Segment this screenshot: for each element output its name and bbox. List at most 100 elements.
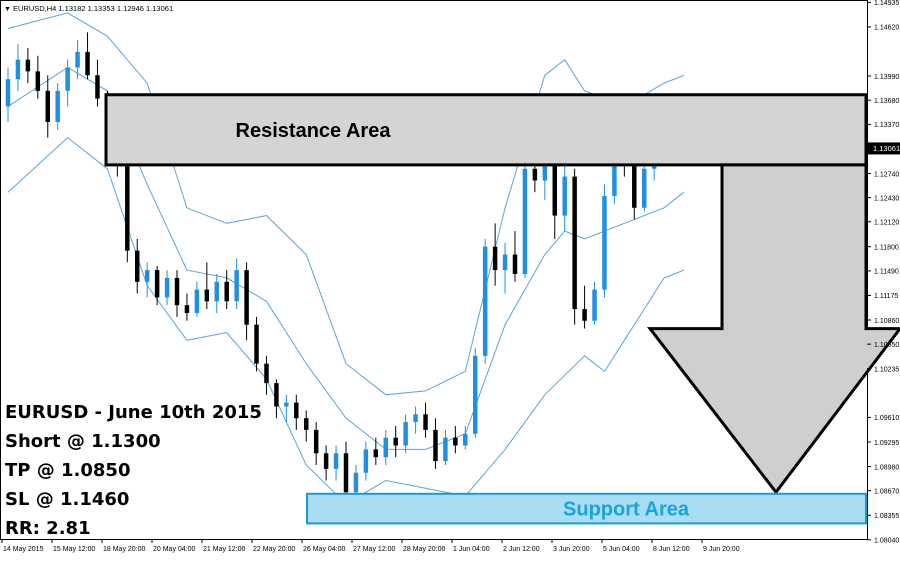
y-tick-label: 1.08670 xyxy=(874,488,899,495)
candle-body xyxy=(552,137,558,216)
candle-body xyxy=(154,270,160,298)
x-tick-label: 28 May 20:00 xyxy=(403,546,446,553)
candle-body xyxy=(443,437,448,462)
candle-body xyxy=(532,168,538,181)
y-tick-label: 1.11175 xyxy=(874,293,898,300)
candle-body xyxy=(55,90,60,123)
x-tick-label: 8 Jun 12:00 xyxy=(653,546,690,553)
y-tick-label: 1.08040 xyxy=(874,538,899,545)
trade-info-rr: RR: 2.81 xyxy=(5,518,91,539)
trade-info-title: EURUSD - June 10th 2015 xyxy=(5,402,262,423)
y-tick-label: 1.11490 xyxy=(874,269,899,276)
y-tick-label: 1.10235 xyxy=(874,367,899,374)
candle-body xyxy=(15,59,21,80)
candle-body xyxy=(492,246,498,271)
y-tick-label: 1.10550 xyxy=(874,342,899,349)
resistance-area-box xyxy=(104,93,868,167)
x-tick-label: 21 May 12:00 xyxy=(203,546,246,553)
candle-body xyxy=(134,250,140,282)
candle-body xyxy=(403,422,408,446)
candle-body xyxy=(582,309,587,321)
y-tick-label: 1.12430 xyxy=(874,195,899,202)
x-tick-label: 27 May 12:00 xyxy=(353,546,396,553)
support-area-label: Support Area xyxy=(563,499,690,521)
candle-body xyxy=(363,449,369,473)
down-arrow-icon xyxy=(646,163,900,495)
y-tick-label: 1.13370 xyxy=(874,122,899,129)
candle-body xyxy=(353,472,359,493)
candle-body xyxy=(144,270,150,282)
candle-body xyxy=(433,429,438,462)
y-tick-label: 1.13680 xyxy=(874,98,899,105)
candle-body xyxy=(343,453,349,493)
candle-body xyxy=(174,277,180,306)
candle-body xyxy=(244,270,249,325)
candle-body xyxy=(453,437,458,446)
x-tick-label: 5 Jun 04:00 xyxy=(603,546,640,553)
candle-body xyxy=(502,254,508,271)
resistance-area-label: Resistance Area xyxy=(236,120,392,142)
current-price-label: 1.13061 xyxy=(873,144,900,153)
candle-body xyxy=(264,363,269,384)
candle-body xyxy=(65,67,70,91)
price-axis: 1.14935 1.14620 1.13990 1.13680 1.13370 1.130… xyxy=(867,0,899,545)
candle-body xyxy=(75,51,80,68)
time-axis: 14 May 2015 15 May 12:00 18 May 20:00 20 Ma… xyxy=(1,539,740,553)
y-tick-label: 1.08355 xyxy=(874,513,899,520)
candle-body xyxy=(472,355,478,434)
trade-info-entry: Short @ 1.1300 xyxy=(5,431,161,452)
candle-body xyxy=(423,414,428,430)
x-tick-label: 15 May 12:00 xyxy=(53,546,96,553)
y-tick-label: 1.13990 xyxy=(874,74,899,81)
x-tick-label: 9 Jun 20:00 xyxy=(703,546,740,553)
y-tick-label: 1.12120 xyxy=(874,220,899,227)
x-tick-label: 18 May 20:00 xyxy=(103,546,146,553)
candle-body xyxy=(234,270,239,302)
candle-body xyxy=(214,281,220,302)
candle-body xyxy=(323,453,329,469)
candle-body xyxy=(35,71,41,91)
candles xyxy=(5,32,677,504)
y-tick-label: 1.14935 xyxy=(874,0,899,7)
x-tick-label: 20 May 04:00 xyxy=(153,546,196,553)
candle-body xyxy=(562,176,567,216)
x-tick-label: 1 Jun 04:00 xyxy=(453,546,490,553)
support-area-box xyxy=(306,492,867,525)
x-tick-label: 26 May 04:00 xyxy=(303,546,346,553)
x-tick-label: 14 May 2015 xyxy=(3,546,44,553)
candle-body xyxy=(413,414,418,423)
candle-body xyxy=(284,402,289,407)
chart-header: EURUSD,H4 1.13182 1.13353 1.12946 1.1306… xyxy=(13,4,173,13)
candle-body xyxy=(512,254,518,275)
candle-body xyxy=(313,429,319,454)
candle-body xyxy=(303,418,309,430)
candle-body xyxy=(393,437,398,446)
y-tick-label: 1.14620 xyxy=(874,25,899,32)
trade-info-sl: SL @ 1.1460 xyxy=(5,489,130,510)
candle-body xyxy=(25,59,31,72)
candle-body xyxy=(125,160,130,251)
y-tick-label: 1.10860 xyxy=(874,318,899,325)
candle-body xyxy=(5,79,11,107)
trade-info-tp: TP @ 1.0850 xyxy=(5,460,131,481)
candle-body xyxy=(572,176,577,310)
candle-body xyxy=(194,289,200,313)
candle-body xyxy=(85,51,90,76)
candle-body xyxy=(204,289,210,302)
chart-header-arrow-icon: ▼ xyxy=(4,6,11,13)
bollinger-upper-line xyxy=(7,12,685,396)
x-tick-label: 22 May 20:00 xyxy=(253,546,296,553)
candle-body xyxy=(333,453,339,469)
candle-body xyxy=(612,157,617,197)
candle-body xyxy=(294,402,299,419)
candle-body xyxy=(373,449,379,458)
y-tick-label: 1.09610 xyxy=(874,415,899,422)
candle-body xyxy=(254,324,259,364)
y-tick-label: 1.12740 xyxy=(874,171,899,178)
candle-body xyxy=(602,196,607,290)
x-tick-label: 2 Jun 12:00 xyxy=(503,546,540,553)
y-tick-label: 1.08980 xyxy=(874,464,899,471)
candle-body xyxy=(522,168,528,275)
